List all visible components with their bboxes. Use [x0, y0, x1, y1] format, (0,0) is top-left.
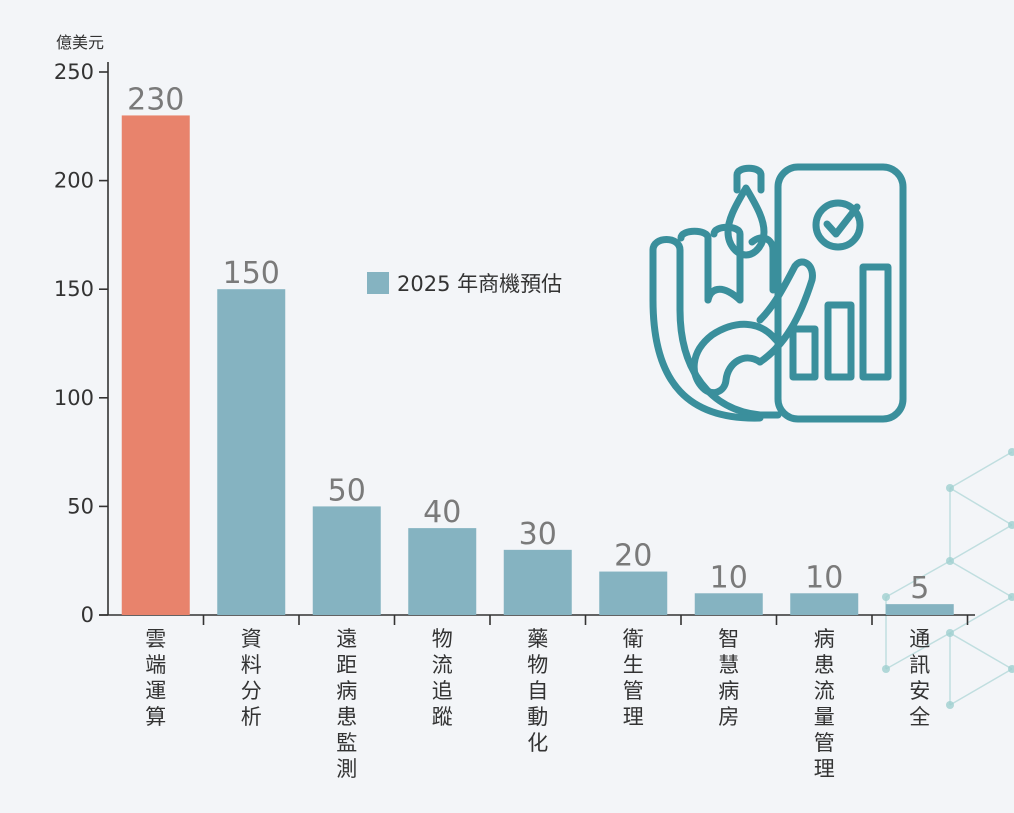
network-link [949, 632, 1013, 670]
network-node [882, 593, 890, 601]
network-node [946, 701, 954, 709]
y-tick-label: 50 [67, 494, 94, 518]
bar [790, 593, 859, 615]
network-link [949, 487, 1013, 526]
y-tick-label: 0 [81, 603, 94, 627]
category-label: 智慧病房 [718, 627, 739, 729]
bar-value-label: 40 [423, 495, 461, 530]
category-label: 病患流量管理 [814, 627, 835, 781]
network-link [949, 524, 1013, 562]
network-link [885, 632, 951, 670]
bar-value-label: 50 [328, 473, 366, 508]
network-link [949, 668, 1013, 706]
bar [217, 289, 286, 615]
network-link [949, 596, 1013, 634]
network-decoration [882, 448, 1014, 709]
bar [599, 571, 668, 615]
network-node [946, 557, 954, 565]
bar [121, 115, 190, 615]
network-node [946, 629, 954, 637]
bar [408, 528, 477, 615]
bar [694, 593, 763, 615]
network-node [882, 665, 890, 673]
category-label: 資料分析 [241, 627, 262, 729]
bar-value-label: 20 [614, 539, 652, 574]
category-label: 通訊安全 [909, 627, 930, 729]
network-link [949, 560, 1013, 598]
legend-label: 2025 年商機預估 [397, 272, 562, 296]
legend-swatch [367, 272, 389, 294]
network-node [1008, 593, 1014, 601]
category-label: 物流追蹤 [432, 627, 453, 729]
network-link [949, 451, 1013, 489]
network-node [946, 484, 954, 492]
network-node [1008, 665, 1014, 673]
category-label: 遠距病患監測 [336, 627, 357, 781]
bars [121, 115, 954, 615]
network-node [1008, 521, 1014, 529]
bar-value-label: 10 [710, 560, 748, 595]
category-label: 雲端運算 [145, 627, 166, 729]
y-tick-label: 150 [54, 277, 94, 301]
legend: 2025 年商機預估 [367, 272, 562, 296]
y-tick-label: 250 [54, 60, 94, 84]
y-tick-label: 100 [54, 386, 94, 410]
network-node [1008, 448, 1014, 456]
bar-value-label: 30 [519, 517, 557, 552]
category-label: 衛生管理 [623, 627, 644, 729]
category-label: 藥物自動化 [527, 627, 548, 755]
network-link [885, 560, 951, 598]
bar [503, 549, 572, 615]
bar-value-label: 230 [127, 82, 184, 117]
bar [885, 604, 954, 615]
smartphone-health-hand-icon [649, 163, 907, 423]
bar-value-label: 10 [805, 560, 843, 595]
bar [312, 506, 381, 615]
y-tick-label: 200 [54, 169, 94, 193]
y-axis-unit-label: 億美元 [56, 33, 104, 52]
labels: 億美元 0 50 100 150 200 250 230 雲端運算 150 資料分析 50 遠距病患監測… [54, 33, 930, 781]
bar-value-label: 5 [910, 571, 929, 606]
bar-value-label: 150 [223, 256, 280, 291]
